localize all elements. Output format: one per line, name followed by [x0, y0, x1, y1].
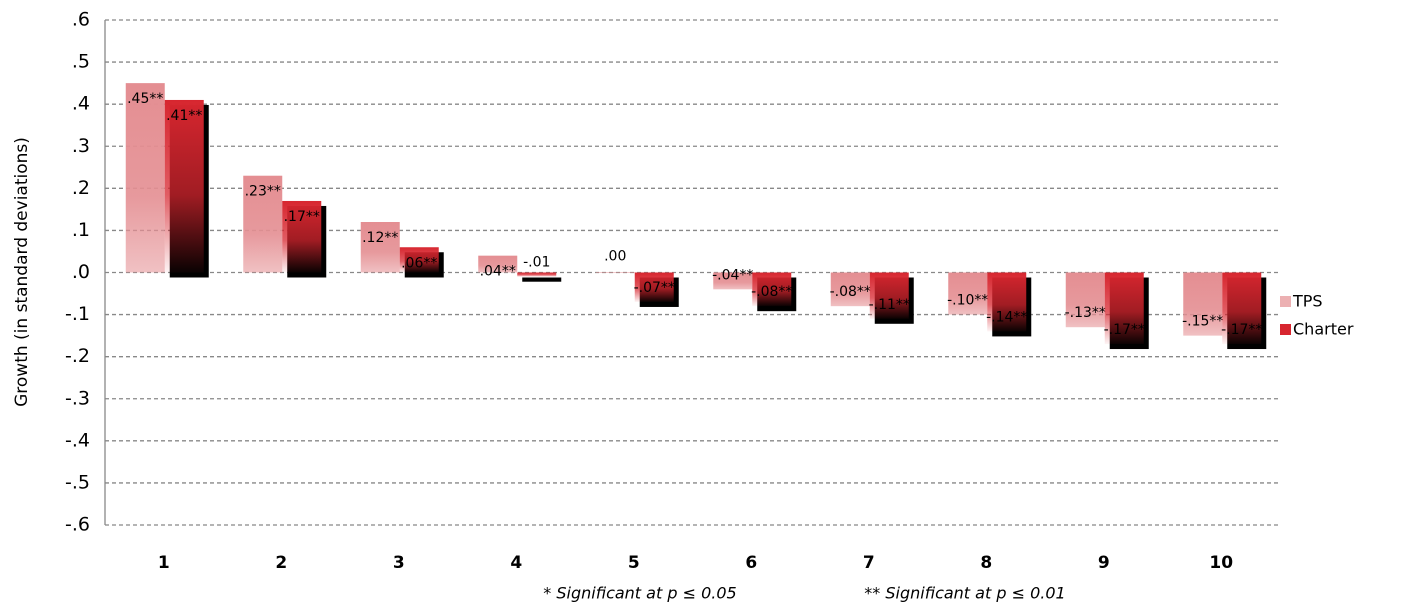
bar [752, 272, 792, 307]
y-axis-label: Growth (in standard deviations) [12, 137, 32, 407]
x-tick-label: 9 [1098, 553, 1110, 573]
x-tick-label: 1 [158, 553, 170, 573]
bar [830, 272, 870, 307]
value-label: -.17** [1221, 322, 1262, 338]
value-label: .00 [604, 249, 626, 265]
y-tick-label: -.4 [65, 429, 90, 451]
bar [517, 272, 557, 277]
value-label: .41** [166, 108, 202, 124]
value-label: -.15** [1182, 314, 1223, 330]
value-label: -.08** [751, 284, 792, 300]
bar [1183, 272, 1223, 336]
bar [360, 222, 400, 273]
y-tick-label: -.6 [65, 514, 90, 536]
y-tick-label: -.2 [65, 345, 90, 367]
bar [125, 83, 165, 273]
value-label: -.13** [1065, 305, 1106, 321]
bar [634, 272, 674, 302]
value-label: .45** [127, 91, 163, 107]
value-label: -.17** [1104, 322, 1145, 338]
bar [1222, 272, 1262, 345]
value-label: -.14** [986, 309, 1027, 325]
legend-label: TPS [1292, 292, 1323, 311]
y-tick-label: .3 [72, 135, 90, 157]
value-label: -.07** [634, 280, 675, 296]
bar [987, 272, 1027, 332]
x-tick-label: 10 [1209, 553, 1233, 573]
y-tick-label: .0 [72, 261, 90, 283]
bar-shadow [522, 277, 562, 282]
bar [869, 272, 909, 319]
value-label: -.10** [947, 293, 988, 309]
x-tick-label: 7 [863, 553, 875, 573]
x-tick-label: 6 [745, 553, 757, 573]
legend-swatch [1280, 296, 1291, 307]
y-tick-label: -.1 [65, 303, 90, 325]
value-label: -.04** [712, 267, 753, 283]
value-label: -.11** [869, 297, 910, 313]
y-tick-label: .4 [72, 93, 90, 115]
footnote: ** Significant at p ≤ 0.01 [864, 584, 1065, 603]
y-tick-label: .1 [72, 219, 90, 241]
bar [1065, 272, 1105, 328]
bar [948, 272, 988, 315]
value-label: .23** [245, 184, 281, 200]
y-tick-label: .5 [72, 51, 90, 73]
bar [1104, 272, 1144, 345]
bar [595, 272, 635, 273]
legend-swatch [1280, 324, 1291, 335]
value-label: .06** [401, 255, 437, 271]
legend-label: Charter [1293, 320, 1354, 339]
value-label: .17** [284, 209, 320, 225]
x-tick-label: 5 [628, 553, 640, 573]
bar [282, 200, 322, 273]
value-label: -.01 [523, 255, 550, 271]
value-label: .12** [362, 230, 398, 246]
bar [243, 175, 283, 273]
x-tick-label: 8 [980, 553, 992, 573]
footnote: * Significant at p ≤ 0.05 [543, 584, 736, 603]
y-tick-label: -.5 [65, 471, 90, 493]
value-label: .04** [480, 264, 516, 280]
x-tick-label: 2 [275, 553, 287, 573]
bar [713, 272, 753, 290]
x-tick-label: 3 [393, 553, 405, 573]
bar [164, 99, 204, 273]
x-tick-label: 4 [510, 553, 522, 573]
y-tick-label: -.3 [65, 387, 90, 409]
y-tick-label: .2 [72, 177, 90, 199]
bar [478, 255, 518, 273]
bar [399, 247, 439, 273]
y-tick-label: .6 [72, 9, 90, 31]
value-label: -.08** [830, 284, 871, 300]
